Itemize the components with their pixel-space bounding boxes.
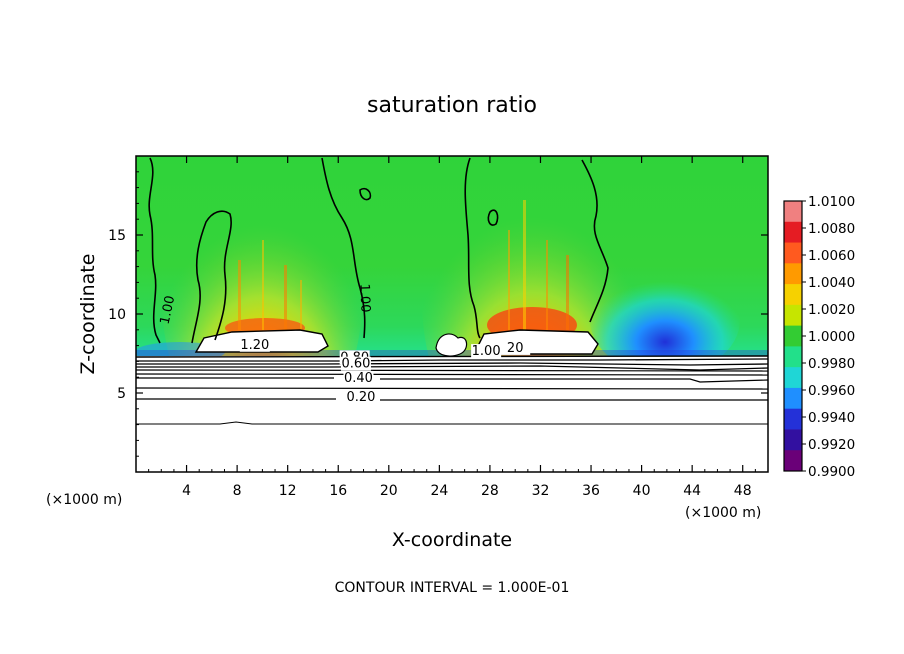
contour-label: 1.20 (240, 338, 269, 353)
colorbar-swatch (784, 408, 802, 430)
x-tick-label: 24 (430, 483, 448, 499)
x-axis-label: X-coordinate (392, 529, 512, 551)
x-axis-ticks: 4 8 12 16 20 24 28 32 36 40 44 48 (148, 156, 756, 499)
plot-area (136, 156, 768, 472)
colorbar-label: 0.9940 (808, 410, 855, 426)
colorbar-label: 1.0020 (808, 302, 855, 318)
colorbar-swatch (784, 201, 802, 223)
contour-label-background (471, 344, 502, 359)
colorbar-label: 0.9920 (808, 437, 855, 453)
contour-1-00 (148, 157, 609, 344)
x-tick-label: 36 (582, 483, 600, 499)
contour-label: 0.40 (344, 371, 373, 386)
plume-streaks (238, 200, 569, 330)
colorbar-label: 1.0060 (808, 248, 855, 264)
colorbar-label: 1.0040 (808, 275, 855, 291)
stable-layer (136, 356, 768, 472)
colorbar-label: 0.9900 (808, 464, 855, 480)
x-tick-label: 12 (279, 483, 297, 499)
colorbar-swatch (784, 387, 802, 410)
x-tick-label: 16 (329, 483, 347, 499)
colorbar-swatch (784, 325, 802, 347)
y-scale-note: (×1000 m) (46, 492, 122, 508)
contour-label-background (239, 337, 270, 352)
colorbar-swatch (784, 304, 802, 327)
x-tick-label: 28 (481, 483, 499, 499)
x-scale-note: (×1000 m) (685, 505, 761, 521)
contour-label: 1.00 (472, 344, 501, 359)
dry-region-right (590, 265, 740, 375)
colorbar-label: 1.0080 (808, 221, 855, 237)
colorbar-swatch (784, 284, 802, 306)
contour-label-background (343, 370, 374, 385)
colorbar-swatch (784, 450, 802, 472)
x-tick-label: 32 (532, 483, 550, 499)
x-tick-label: 4 (182, 483, 191, 499)
colorbar-swatch (784, 429, 802, 451)
colorbar-swatch (784, 242, 802, 264)
contour-label-background (500, 340, 531, 355)
x-tick-label: 44 (683, 483, 701, 499)
y-tick-label: 15 (108, 228, 126, 244)
colorbar-swatch (784, 263, 802, 285)
y-tick-label: 5 (117, 386, 126, 402)
contour-label-background (340, 356, 371, 371)
contour-label-background (345, 389, 376, 404)
y-tick-label: 10 (108, 307, 126, 323)
colorbar-swatch (784, 367, 802, 389)
cloud-small (435, 333, 468, 357)
colorbar-label: 0.9980 (808, 356, 855, 372)
colorbar-swatch (784, 221, 802, 244)
x-tick-label: 48 (734, 483, 752, 499)
colorbar-label: 0.9960 (808, 383, 855, 399)
x-tick-label: 40 (633, 483, 651, 499)
colorbar: 1.0100 1.0080 1.0060 1.0040 1.0020 1.0000 0.99… (783, 194, 855, 480)
chart-title: saturation ratio (367, 93, 537, 118)
stable-contours (136, 355, 768, 425)
y-axis-label: Z-coordinate (77, 254, 99, 375)
colorbar-label: 1.0100 (808, 194, 855, 210)
x-tick-label: 8 (233, 483, 242, 499)
contour-label: 0.60 (341, 357, 370, 372)
y-axis-ticks: 5 10 15 (108, 171, 768, 457)
contour-label: 1.00 (356, 283, 372, 312)
contour-label: 0.20 (347, 390, 376, 405)
contour-label: 20 (507, 341, 524, 356)
colorbar-swatch (784, 346, 802, 368)
contour-interval-note: CONTOUR INTERVAL = 1.000E-01 (335, 580, 570, 596)
colorbar-label: 1.0000 (808, 329, 855, 345)
x-tick-label: 20 (380, 483, 398, 499)
contour-label: 1.00 (158, 294, 179, 325)
